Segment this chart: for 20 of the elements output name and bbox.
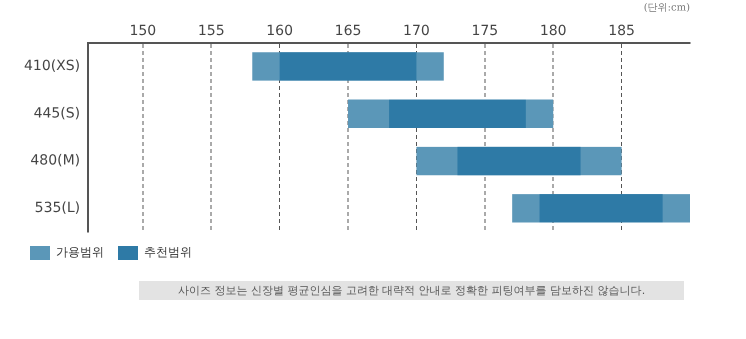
y-tick-label: 535(L) [34,200,80,216]
x-axis-title: (단위:cm) [644,2,690,14]
bar [389,100,526,128]
bar [457,146,581,176]
x-tick-label: 170 [403,23,430,40]
x-tick-label: 165 [334,23,362,40]
bar [540,194,663,223]
y-tick-label: 445(S) [34,105,80,122]
x-tick-label: 155 [198,23,225,40]
text: 사이즈 정보는 신장별 평균인심을 고려한 대략적 안내로 정확한 피팅여부를 담보하진 않습니다. [139,281,684,300]
y-tick-label: 410(XS) [24,58,80,74]
y-tick-label: 480(M) [30,152,80,169]
x-tick-label: 150 [129,23,156,40]
x-tick-label: 160 [266,23,293,40]
x-tick-label: 175 [471,23,498,40]
x-tick-label: 180 [540,23,567,40]
legend-label: 추천범위 [144,245,192,260]
x-tick-label: 185 [608,23,635,40]
bar [280,52,416,81]
legend-label: 가용범위 [56,245,104,260]
